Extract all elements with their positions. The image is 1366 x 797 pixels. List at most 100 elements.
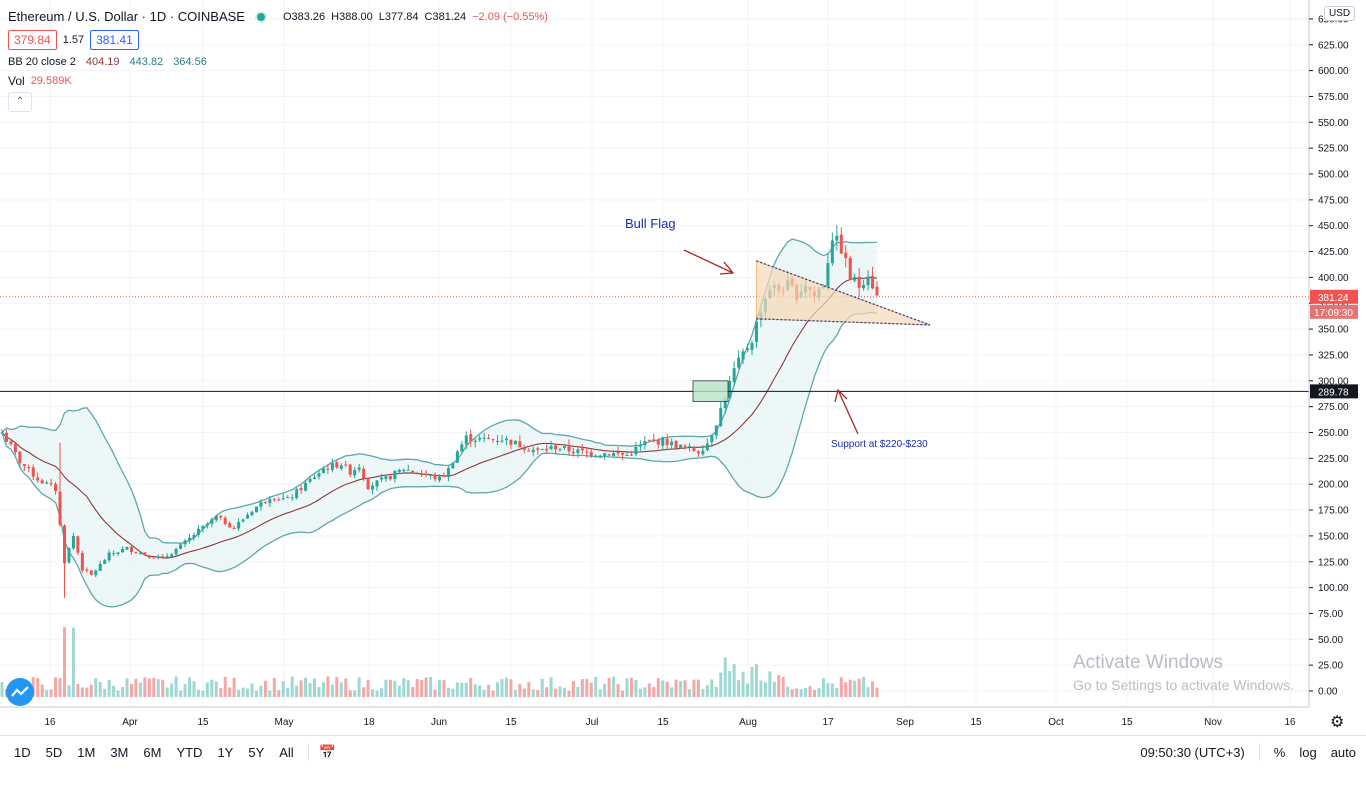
candle-body [442,475,446,477]
candle-body [616,452,620,454]
candle-body [460,444,464,452]
candle-body [196,528,200,535]
collapse-legend-icon[interactable]: ⌃ [8,92,32,112]
volume-bar [464,682,468,697]
settings-gear-icon[interactable]: ⚙ [1330,714,1345,731]
support-label: Support at $220-$230 [831,439,928,450]
timeframe-3m[interactable]: 3M [110,744,129,760]
currency-button[interactable]: USD [1324,6,1356,21]
timeframe-5y[interactable]: 5Y [248,744,265,760]
candle-body [487,438,491,440]
volume-bar [232,677,236,697]
volume-bar [281,681,285,697]
sell-price-button[interactable]: 379.84 [8,30,57,50]
price-tick-label: 600.00 [1318,66,1349,77]
candle-body [451,463,455,469]
candle-body [719,408,723,426]
auto-scale-toggle[interactable]: auto [1330,744,1356,760]
timeframe-all[interactable]: All [279,744,294,760]
candle-body [665,438,669,446]
candle-body [277,499,281,501]
volume-bar [754,663,758,697]
candle-body [522,448,526,450]
candle-body [71,535,75,549]
timeframe-1m[interactable]: 1M [77,744,96,760]
symbol-title[interactable]: Ethereum / U.S. Dollar · 1D · COINBASE [8,9,245,24]
timeframe-5d[interactable]: 5D [45,744,63,760]
time-tick-label: 15 [505,717,517,728]
volume-bar [228,687,232,697]
volume-bar [473,684,477,697]
volume-bar [183,684,187,697]
price-tick-label: 300.00 [1318,376,1349,387]
candle-body [254,506,258,513]
volume-bar [652,686,656,697]
volume-bar [406,679,410,697]
timeframe-1y[interactable]: 1Y [217,744,234,760]
candle-body [80,553,84,571]
bull-flag-arrowhead [719,261,735,275]
date-range-calendar-icon[interactable]: 📅 [318,743,337,760]
candle-body [129,546,133,552]
volume-bar [790,689,794,697]
candle-body [98,563,102,571]
clock-timezone[interactable]: 09:50:30 (UTC+3) [1140,744,1245,760]
volume-bar [393,680,397,697]
candle-body [629,454,633,456]
volume-bar [844,682,848,697]
candle-body [362,468,366,479]
candle-body [348,464,352,475]
candle-body [228,523,232,528]
candle-body [670,441,674,446]
volume-bar [388,679,392,697]
candle-body [545,448,549,451]
bb-label[interactable]: BB 20 close 2 [8,56,76,68]
volume-bar [196,689,200,697]
price-axis-bg [1309,0,1366,735]
candle-body [580,448,584,451]
volume-bar [272,677,276,697]
toolbar-divider [1258,743,1260,761]
volume-bar [170,683,174,697]
timeframe-ytd[interactable]: YTD [176,744,203,760]
volume-bar [638,688,642,697]
volume-bar [411,687,415,697]
volume-bar [353,690,357,697]
volume-bar [455,682,459,697]
price-tick-label: 100.00 [1318,583,1349,594]
tradingview-logo-icon[interactable] [6,678,34,706]
time-tick-label: 18 [363,717,375,728]
volume-bar [344,678,348,697]
buy-price-button[interactable]: 381.41 [90,30,139,50]
volume-bar [487,684,491,697]
volume-bar [433,689,437,697]
volume-bar [509,679,513,697]
timeframe-6m[interactable]: 6M [143,744,162,760]
timeframe-1d[interactable]: 1D [14,744,31,760]
candle-body [513,440,517,445]
candle-body [295,489,299,499]
volume-label[interactable]: Vol [8,74,25,88]
log-scale-toggle[interactable]: log [1299,744,1317,760]
candle-body [121,549,125,553]
volume-bar [665,681,669,697]
volume-bar [737,680,741,697]
price-tick-label: 175.00 [1318,506,1349,517]
candle-body [871,275,875,289]
candle-body [223,517,227,525]
ohlc-change: −2.09 (−0.55%) [472,11,548,23]
candle-body [688,446,691,448]
percent-scale-toggle[interactable]: % [1273,744,1286,760]
candle-body [420,474,424,476]
price-tick-label: 250.00 [1318,428,1349,439]
volume-bar [214,681,218,697]
price-tick-label: 550.00 [1318,118,1349,129]
candle-body [567,445,571,452]
candle-body [214,516,218,521]
volume-bar [768,671,772,697]
bb-upper-value: 443.82 [129,56,164,68]
volume-bar [634,679,638,697]
chart-legend: Ethereum / U.S. Dollar · 1D · COINBASE O… [8,8,548,112]
volume-bar [857,678,861,697]
